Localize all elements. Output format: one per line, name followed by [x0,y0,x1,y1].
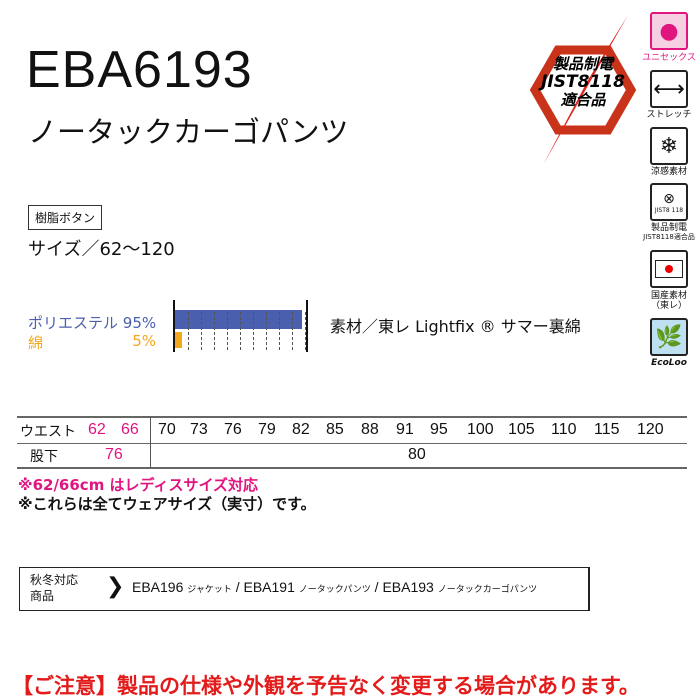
grid-line [253,312,254,350]
table-bottom-rule [17,467,687,469]
size-range: サイズ／62〜120 [28,239,175,260]
stretch-label: ストレッチ [646,110,692,120]
material-name: ポリエステル [28,314,119,332]
waist-cell: 62 [88,421,106,438]
table-top-rule [17,416,687,418]
waist-cell: 115 [594,421,620,438]
waist-cell: 100 [467,421,494,438]
inseam-cell: 80 [408,446,426,463]
grid-line [227,312,228,350]
grid-line [240,312,241,350]
stretch-icon: ⟷ [650,70,688,108]
waist-cell: 120 [637,421,664,438]
grid-line [305,312,306,350]
product-name: ノータックカーゴパンツ [28,115,349,149]
material-name: 綿 [28,334,44,352]
waist-cell: 95 [430,421,448,438]
waist-cell: 79 [258,421,276,438]
badge-line2: JIST8118 [541,72,625,92]
bar-1 [175,332,182,348]
table-divider [150,417,151,468]
grid-line [292,312,293,350]
series-box: 秋冬対応商品 ❯ EBA196 ジャケット / EBA191 ノータックパンツ … [19,567,590,611]
bar-axis-left [173,300,175,352]
material-description: 素材／東レ Lightfix ® サマー裏綿 [330,317,581,336]
series-code[interactable]: EBA193 [382,579,434,595]
domestic-label-main: 国産素材 [650,291,687,301]
series-items: EBA196 ジャケット / EBA191 ノータックパンツ / EBA193 … [132,579,538,595]
ecoloo-label: EcoLoo [651,358,687,368]
antistatic-inner: JIST8 118 [654,206,684,214]
material-polyester: ポリエステル 95% [28,312,156,333]
note-actual-size: ※これらは全てウェアサイズ（実寸）です。 [18,495,316,513]
series-name: ジャケット [187,584,232,594]
table-mid-rule [17,443,687,444]
resin-button-tag: 樹脂ボタン [28,205,103,230]
waist-cell: 70 [158,421,176,438]
waist-cell: 110 [551,421,577,438]
series-name: ノータックパンツ [298,584,371,594]
badge-line3: 適合品 [560,91,606,109]
antistatic-label-sub: JIST8118適合品 [643,233,695,242]
series-label-2: 商品 [30,589,55,603]
product-code: EBA6193 [26,41,253,99]
inseam-row: 股下 76 80 [0,446,700,466]
series-label: 秋冬対応 商品 [30,572,78,604]
grid-line [188,312,189,350]
inseam-label: 股下 [30,448,58,464]
grid-line [214,312,215,350]
series-code[interactable]: EBA196 [132,579,184,595]
antistatic-badge: 製品制電 JIST8118 適合品 [528,10,638,165]
antistatic-icon: ⊗ JIST8 118 [650,183,688,221]
waist-cell: 76 [224,421,242,438]
series-label-1: 秋冬対応 [30,573,79,587]
bar-0 [175,310,303,329]
inseam-cell: 76 [105,446,123,463]
grid-line [266,312,267,350]
antistatic-label-main: 製品制電 [650,223,687,233]
unisex-label: ユニセックス [642,53,696,63]
badge-line1: 製品制電 [552,55,613,73]
domestic-label: 国産素材 （東レ） [632,291,700,312]
series-code[interactable]: EBA191 [243,579,295,595]
snowflake-icon: ❄ [650,127,688,165]
waist-cell: 88 [361,421,379,438]
grid-line [201,312,202,350]
japan-flag-icon [650,250,688,288]
lightning-hexagon-icon [529,15,637,165]
unisex-icon: ● [650,12,688,50]
material-percent: 95% [122,314,157,332]
domestic-label-sub: （東レ） [650,301,687,312]
bar-axis-right [306,300,308,352]
waist-label: ウエスト [20,423,76,439]
antistatic-label: 製品制電 JIST8118適合品 [632,223,700,241]
waist-cell: 91 [396,421,414,438]
chevron-right-icon: ❯ [106,574,125,599]
cool-label: 涼感素材 [650,167,687,177]
series-name: ノータックカーゴパンツ [437,584,538,594]
waist-cell: 73 [190,421,208,438]
waist-cell: 85 [326,421,344,438]
material-cotton: 綿 5% [28,332,156,353]
note-ladies: ※62/66cm はレディスサイズ対応 [18,476,259,494]
waist-row: ウエスト 62 66 70 73 76 79 82 85 88 91 95 100 105 110 11… [0,421,700,441]
caution-notice: 【ご注意】製品の仕様や外観を予告なく変更する場合があります。 [12,674,640,698]
waist-cell: 82 [292,421,310,438]
waist-cell: 105 [508,421,535,438]
material-percent: 5% [132,332,156,350]
grid-line [279,312,280,350]
ecoloo-icon: 🌿 [650,318,688,356]
waist-cell: 66 [121,421,139,438]
